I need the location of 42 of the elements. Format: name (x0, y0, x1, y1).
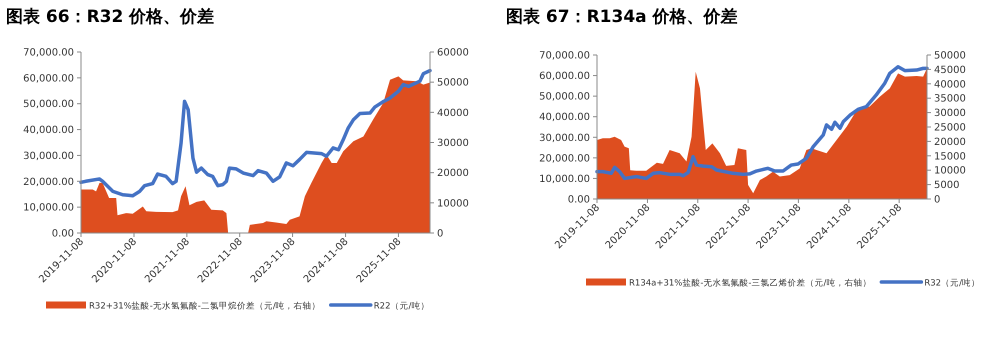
y2-tick-label: 5000 (934, 180, 960, 192)
y2-tick-label: 15000 (934, 151, 966, 162)
y-tick-label: 70,000.00 (539, 50, 590, 62)
y2-tick-label: 10000 (934, 166, 966, 177)
y2-tick-label: 45000 (934, 64, 966, 76)
y-tick-label: 50,000.00 (23, 99, 74, 110)
y-tick-label: 10,000.00 (23, 202, 74, 214)
y2-tick-label: 35000 (934, 94, 966, 105)
line-series (79, 68, 432, 198)
y-tick-label: 30,000.00 (23, 150, 74, 162)
y2-tick-label: 50000 (437, 78, 469, 89)
y-tick-label: 0.00 (52, 228, 74, 240)
y-tick-label: 60,000.00 (23, 73, 74, 84)
chart-title: 图表 67：R134a 价格、价差 (506, 7, 738, 27)
y2-tick-label: 30000 (437, 138, 469, 149)
y2-tick-label: 50000 (934, 50, 966, 62)
legend-label: R32+31%盐酸-无水氢氟酸-二氯甲烷价差（元/吨，右轴） (89, 300, 321, 312)
y-tick-label: 40,000.00 (23, 125, 74, 136)
y2-tick-label: 0 (934, 194, 940, 206)
y-tick-label: 10,000.00 (539, 174, 590, 185)
y-tick-label: 0.00 (568, 194, 590, 206)
chart-title: 图表 66：R32 价格、价差 (6, 7, 214, 27)
y2-tick-label: 60000 (437, 48, 469, 58)
legend-label: R134a+31%盐酸-无水氢氟酸-三氯乙烯价差（元/吨，右轴） (629, 278, 872, 288)
y2-tick-label: 40000 (437, 108, 469, 119)
y-tick-label: 70,000.00 (23, 48, 74, 58)
y2-tick-label: 20000 (437, 168, 469, 180)
legend-label: R32（元/吨） (924, 278, 980, 288)
y2-tick-label: 20000 (934, 136, 966, 148)
y2-tick-label: 0 (437, 228, 444, 240)
line-series (595, 64, 929, 180)
y2-tick-label: 25000 (934, 122, 966, 134)
legend-label: R22（元/吨） (374, 300, 430, 312)
y-tick-label: 50,000.00 (539, 92, 590, 103)
y2-tick-label: 40000 (934, 79, 966, 90)
y-tick-label: 40,000.00 (539, 112, 590, 124)
y2-tick-label: 30000 (934, 108, 966, 120)
y-tick-label: 20,000.00 (539, 153, 590, 164)
y-tick-label: 30,000.00 (539, 132, 590, 144)
y-tick-label: 20,000.00 (23, 176, 74, 188)
y2-tick-label: 10000 (437, 198, 469, 210)
y-tick-label: 60,000.00 (539, 71, 590, 82)
